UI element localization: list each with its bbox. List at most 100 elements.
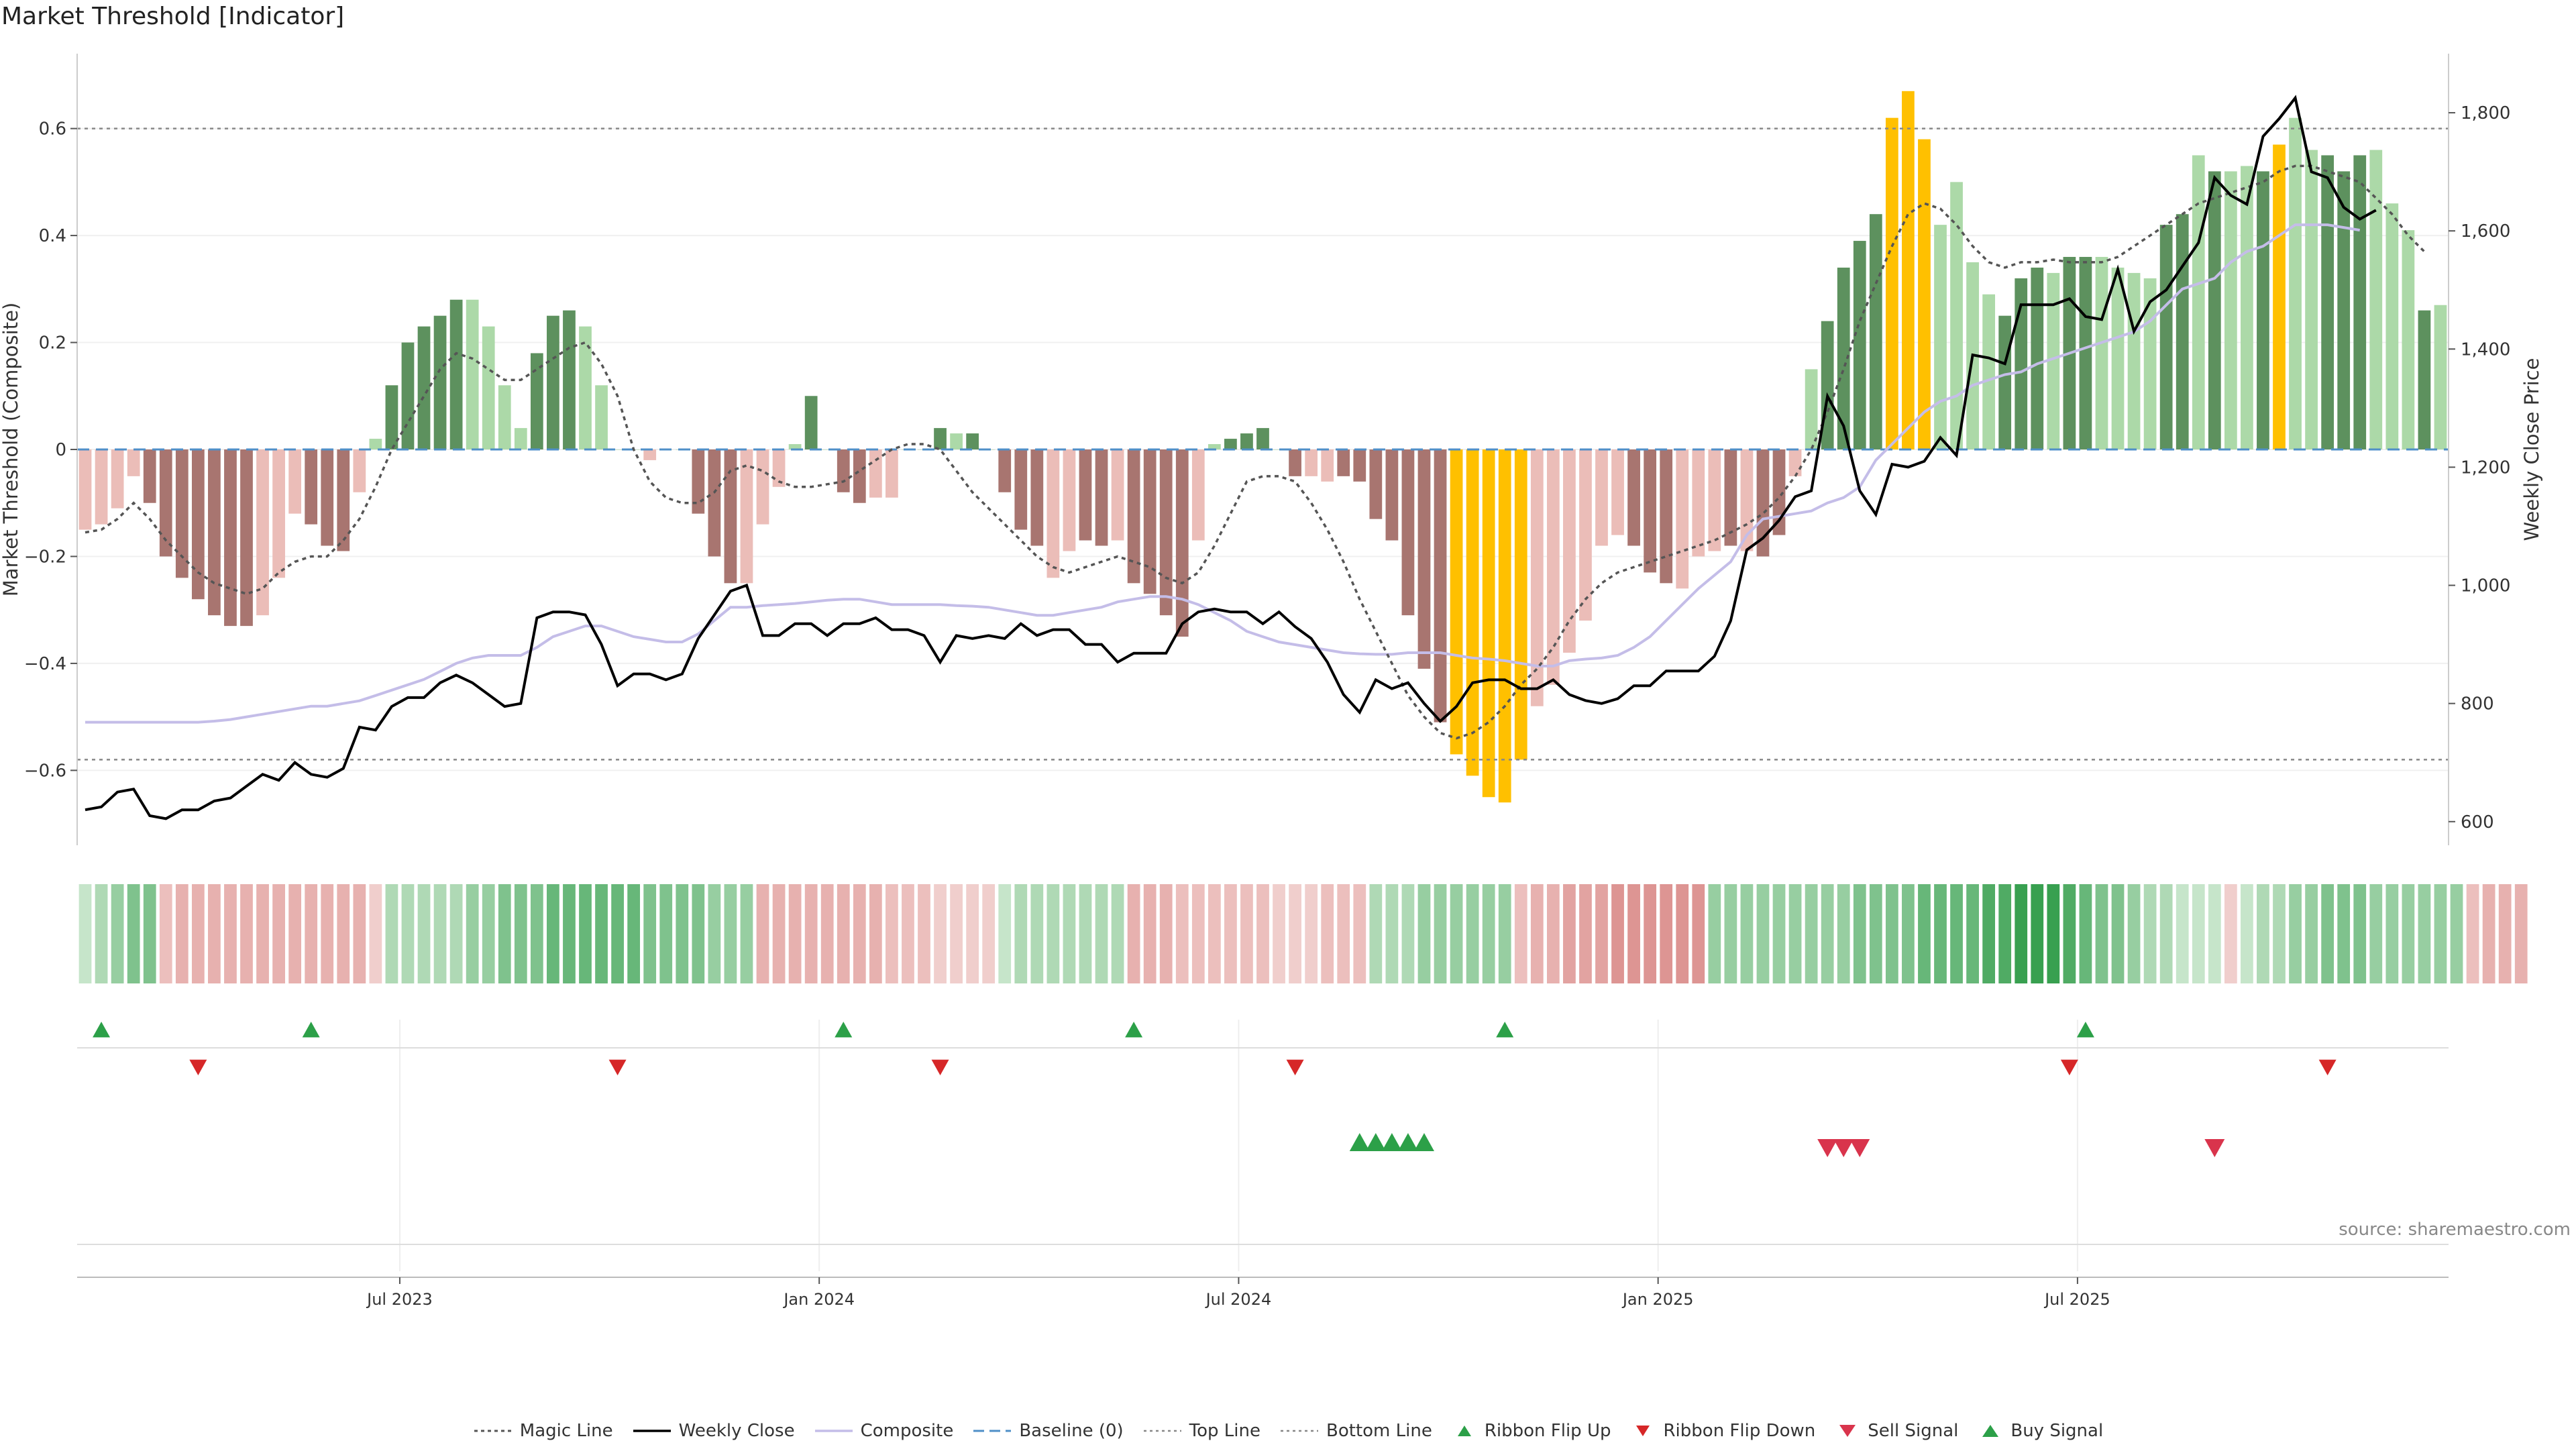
ribbon-cell: [1902, 884, 1915, 983]
ribbon-cell: [692, 884, 705, 983]
ribbon-cell: [1353, 884, 1366, 983]
composite-bar: [643, 449, 657, 460]
ribbon-cell: [191, 884, 205, 983]
ribbon-cell: [2418, 884, 2431, 983]
x-tick-label: Jan 2024: [782, 1290, 855, 1309]
buy-signal-marker: [1349, 1133, 1370, 1151]
composite-bar: [1885, 117, 1898, 450]
legend-swatch-buy: [1982, 1425, 1999, 1437]
composite-bar: [1982, 294, 1996, 449]
ribbon-cell: [127, 884, 140, 983]
axes: −0.6 −0.4 −0.2 0 0.2 0.4 0.6 600 800 1,000 1,200 1,…: [0, 54, 2543, 1309]
composite-bar: [2031, 267, 2044, 449]
ribbon-cell: [1611, 884, 1624, 983]
composite-bar: [224, 449, 237, 627]
composite-bar: [1095, 449, 1108, 546]
x-tick-label: Jul 2023: [366, 1290, 433, 1309]
left-tick-label: 0: [55, 440, 66, 460]
ribbon-cell: [2482, 884, 2496, 983]
composite-bar: [498, 385, 511, 449]
ribbon-cell: [1772, 884, 1786, 983]
right-tick-label: 1,800: [2461, 103, 2510, 123]
composite-bar: [1708, 449, 1721, 551]
ribbon-cell: [2402, 884, 2415, 983]
chart-title: Market Threshold [Indicator]: [1, 3, 345, 30]
legend-label: Magic Line: [519, 1421, 613, 1441]
ribbon-cell: [1224, 884, 1237, 983]
ribbon-cell: [2015, 884, 2028, 983]
composite-bar: [1450, 449, 1463, 755]
composite-bar: [2095, 256, 2108, 449]
ribbon-cell: [1305, 884, 1318, 983]
ribbon-cell: [1240, 884, 1253, 983]
x-tick-label: Jan 2025: [1621, 1290, 1694, 1309]
legend-label: Ribbon Flip Down: [1663, 1421, 1816, 1441]
ribbon-cell: [2305, 884, 2318, 983]
composite-bar: [1644, 449, 1657, 573]
ribbon-cell: [1273, 884, 1285, 983]
left-tick-label: 0.6: [39, 119, 66, 140]
ribbon-cell: [966, 884, 979, 983]
legend-label: Bottom Line: [1326, 1421, 1432, 1441]
ribbon-cell: [2385, 884, 2399, 983]
composite-bar: [401, 342, 415, 449]
composite-bar: [1805, 369, 1818, 449]
composite-bar: [1191, 449, 1205, 541]
legend-label: Ribbon Flip Up: [1484, 1421, 1611, 1441]
composite-bar: [321, 449, 334, 546]
ribbon-cell: [466, 884, 479, 983]
legend-swatch-sell: [1839, 1425, 1856, 1437]
composite-bar: [353, 449, 366, 492]
ribbon-cell: [1191, 884, 1205, 983]
ribbon-flip-down-marker: [931, 1059, 949, 1075]
ribbon-cell: [579, 884, 592, 983]
x-tick-label: Jul 2025: [2043, 1290, 2110, 1309]
ribbon-cell: [982, 884, 996, 983]
ribbon-cell: [1821, 884, 1834, 983]
composite-bar: [530, 353, 543, 449]
composite-bar: [337, 449, 350, 551]
ribbon-cell: [1030, 884, 1044, 983]
ribbon-flip-down-marker: [189, 1059, 207, 1075]
right-axis-label: Weekly Close Price: [2520, 358, 2543, 541]
composite-bar: [111, 449, 124, 508]
ribbon-cell: [1337, 884, 1350, 983]
composite-bar: [950, 433, 963, 449]
ribbon-flip-down-marker: [608, 1059, 627, 1075]
ribbon-flip-up-marker: [835, 1022, 853, 1038]
grid-layer: [77, 127, 2449, 1271]
composite-bar: [1611, 449, 1624, 535]
composite-bar: [1289, 449, 1301, 476]
legend-swatch-bottom: [1281, 1430, 1318, 1432]
ribbon-cell: [159, 884, 172, 983]
ribbon-cell: [1982, 884, 1996, 983]
ribbon-cell: [2143, 884, 2157, 983]
composite-bar: [2273, 144, 2286, 450]
ribbon-cell: [1579, 884, 1592, 983]
composite-bar: [611, 449, 624, 450]
composite-bar: [1417, 449, 1431, 669]
ribbon-cell: [1369, 884, 1383, 983]
composite-bar: [288, 449, 302, 514]
composite-bar: [1014, 449, 1028, 530]
composite-bar: [1950, 182, 1963, 449]
ribbon-cell: [950, 884, 963, 983]
ribbon-cell: [2289, 884, 2302, 983]
legend-item-flipdown: Ribbon Flip Down: [1629, 1421, 1815, 1441]
left-tick-label: 0.2: [39, 333, 66, 354]
legend: Magic Line Weekly Close Composite Baseline …: [0, 1421, 2576, 1442]
ribbon-cell: [1159, 884, 1173, 983]
ribbon-cell: [1918, 884, 1931, 983]
composite-bar: [1401, 449, 1415, 616]
composite-bar: [127, 449, 140, 476]
legend-item-bottom: Bottom Line: [1279, 1421, 1432, 1441]
ribbon-cell: [1546, 884, 1560, 983]
composite-bar: [788, 444, 802, 449]
composite-bar: [1127, 449, 1140, 584]
composite-bar: [724, 449, 737, 584]
composite-bar: [2337, 171, 2351, 450]
composite-bar: [1563, 449, 1576, 653]
ribbon-cell: [514, 884, 527, 983]
composite-bar: [2079, 256, 2092, 449]
composite-bar: [885, 449, 898, 498]
